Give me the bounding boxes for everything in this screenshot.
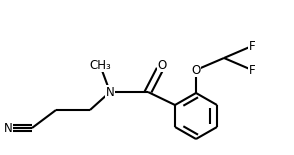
Text: N: N — [106, 86, 114, 98]
Text: F: F — [249, 64, 255, 77]
Text: F: F — [249, 40, 255, 53]
Text: O: O — [191, 64, 201, 77]
Text: O: O — [157, 58, 167, 71]
Text: CH₃: CH₃ — [89, 58, 111, 71]
Text: N: N — [4, 122, 12, 135]
